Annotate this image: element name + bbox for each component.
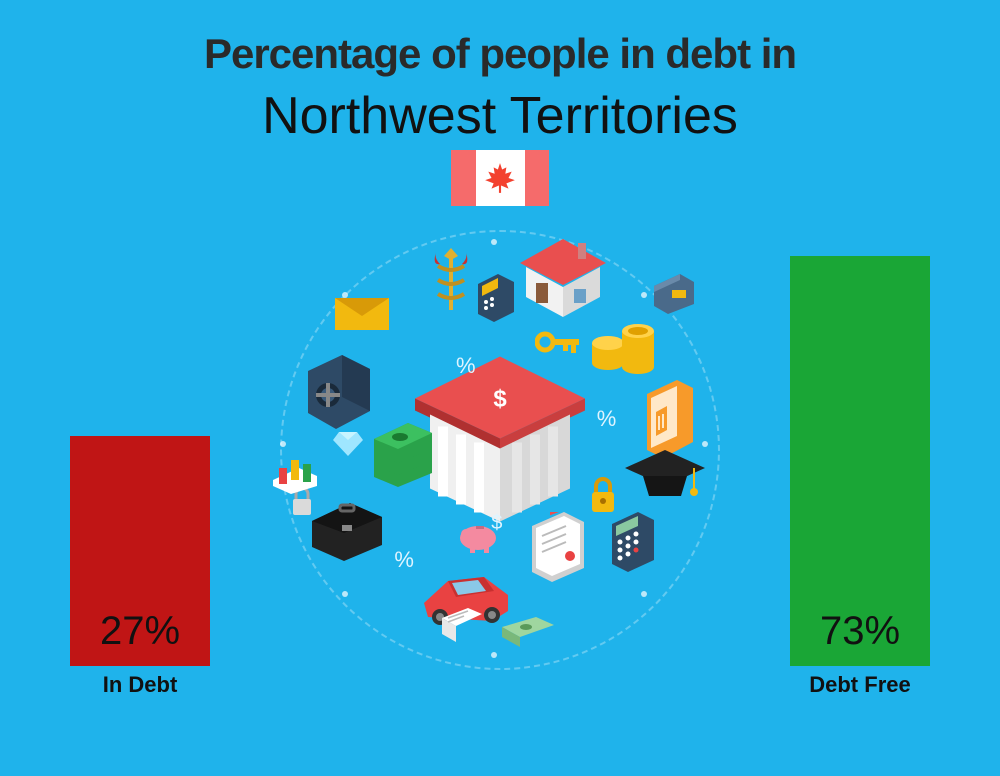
briefcase-icon: [306, 503, 388, 561]
document-icon: [438, 608, 486, 644]
safe-icon: [298, 353, 376, 431]
percent-sign-3: %: [394, 547, 414, 573]
title-line-2: Northwest Territories: [0, 86, 1000, 146]
percent-sign-1: %: [456, 353, 476, 379]
bar-debt-free-value: 73%: [790, 609, 930, 654]
diamond-icon: [333, 432, 363, 456]
envelope-icon: [333, 292, 391, 332]
percent-sign-2: %: [597, 406, 617, 432]
clipboard-icon: [526, 512, 590, 582]
bar-debt-free-label: Debt Free: [790, 672, 930, 698]
phone-icon: [641, 380, 699, 458]
caduceus-icon: [430, 248, 472, 318]
canada-flag-icon: [451, 150, 549, 206]
bar-in-debt: 27%: [70, 436, 210, 666]
dollar-bill-icon: [500, 617, 556, 649]
key-icon: [535, 327, 583, 357]
bar-in-debt-label: In Debt: [70, 672, 210, 698]
coin-stack-icon: [588, 309, 660, 377]
calculator-icon: [606, 512, 658, 572]
flag-stripe-center: [476, 150, 525, 206]
svg-text:$: $: [493, 386, 507, 413]
flag-stripe-right: [525, 150, 550, 206]
bar-in-debt-value: 27%: [70, 609, 210, 654]
house-icon: [518, 239, 608, 319]
bar-debt-free: 73%: [790, 256, 930, 666]
maple-leaf-icon: [483, 161, 517, 195]
piggy-bank-icon: [456, 520, 500, 554]
graduation-cap-icon: [623, 450, 707, 504]
flag-stripe-left: [451, 150, 476, 206]
bar-chart-icon: [271, 450, 321, 494]
calculator-top-icon: [474, 274, 518, 322]
padlock-gold-icon: [588, 476, 618, 514]
wallet-icon: [650, 274, 698, 314]
title-line-1: Percentage of people in debt in: [0, 30, 1000, 78]
center-infographic: $: [280, 230, 720, 670]
cash-stack-icon: [368, 415, 438, 487]
